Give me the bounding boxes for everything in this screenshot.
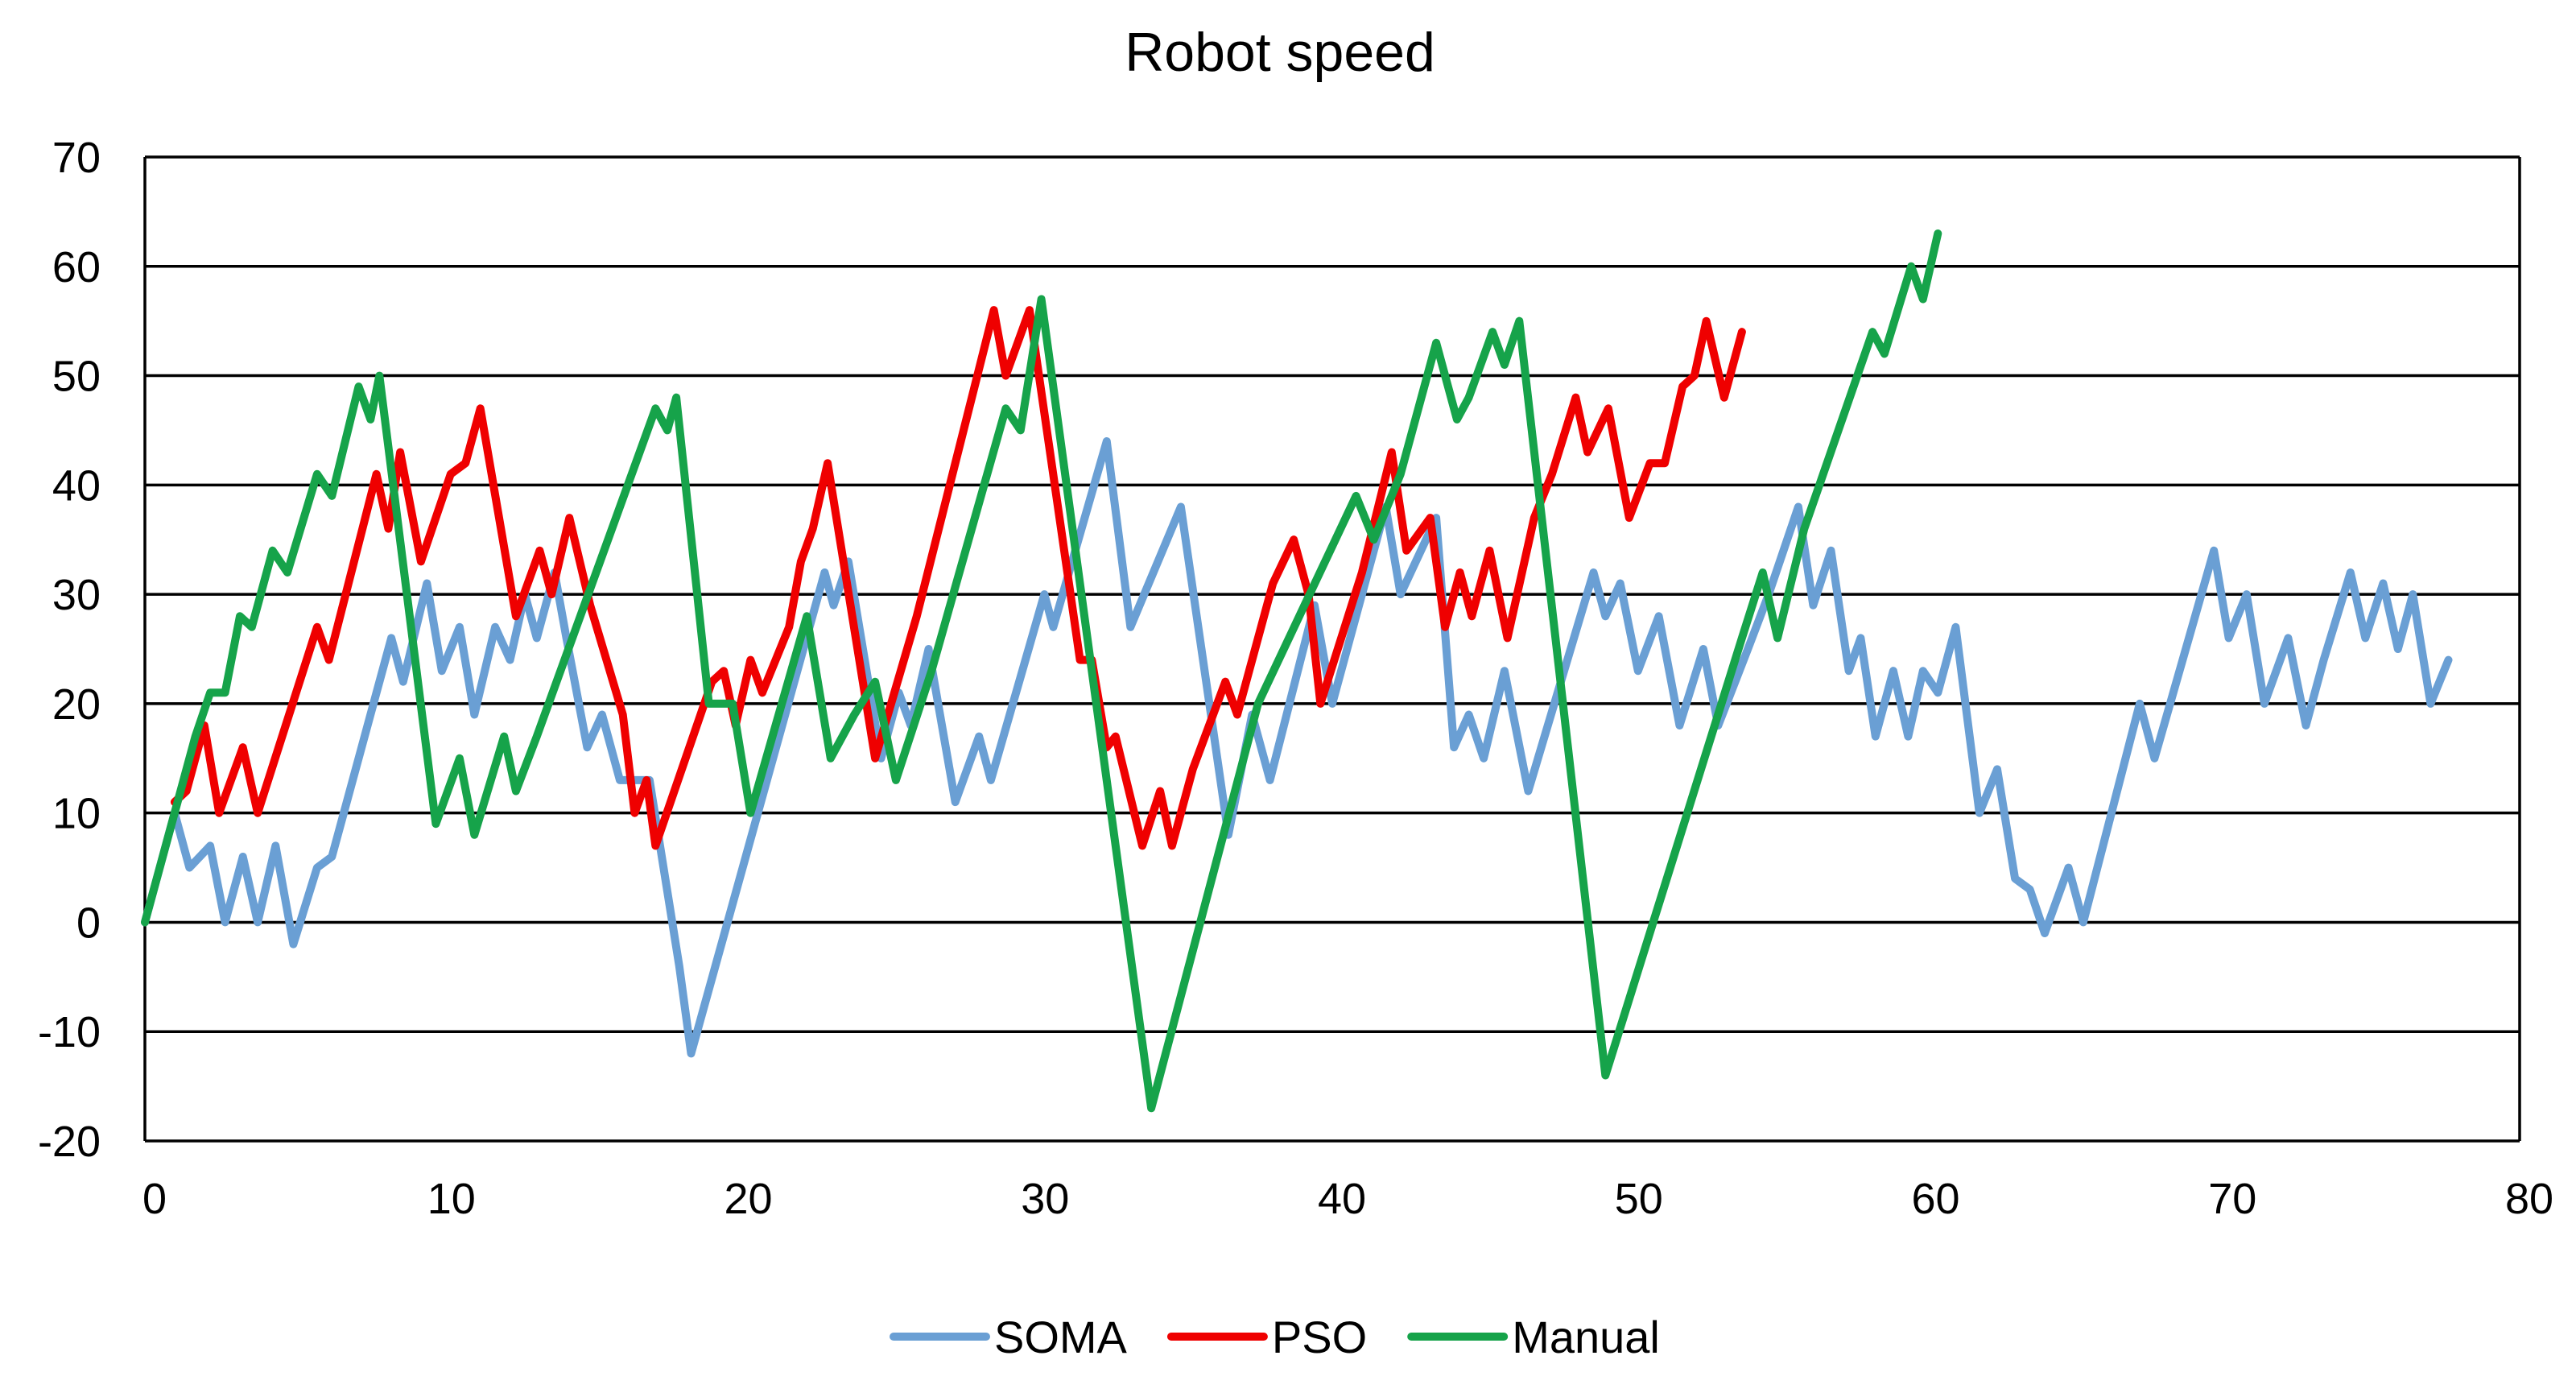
y-tick-label: 60 <box>52 243 101 291</box>
x-tick-label: 20 <box>724 1175 772 1223</box>
y-tick-label: 40 <box>52 461 101 510</box>
y-tick-label: -20 <box>38 1118 101 1166</box>
chart-title: Robot speed <box>1125 22 1435 83</box>
x-tick-label: 10 <box>427 1175 476 1223</box>
series-line-pso <box>170 306 1746 850</box>
x-tick-label: 40 <box>1318 1175 1366 1223</box>
series-line-manual <box>141 229 1942 1113</box>
y-tick-label: 0 <box>76 899 101 947</box>
legend-label-manual: Manual <box>1512 1312 1660 1362</box>
series-line-soma <box>141 437 2453 1058</box>
legend-label-pso: PSO <box>1272 1312 1367 1362</box>
legend: SOMA PSO Manual <box>890 1312 1660 1362</box>
legend-label-soma: SOMA <box>994 1312 1128 1362</box>
y-tick-label: 50 <box>52 353 101 401</box>
x-axis-tick-labels: 0 10 20 30 40 50 60 70 80 <box>142 1175 2553 1223</box>
x-tick-label: 70 <box>2208 1175 2256 1223</box>
series-lines <box>141 229 2453 1113</box>
y-tick-label: 70 <box>52 134 101 182</box>
x-tick-label: 30 <box>1021 1175 1069 1223</box>
x-tick-label: 0 <box>142 1175 167 1223</box>
y-tick-label: 30 <box>52 571 101 619</box>
y-axis-tick-labels: -20 -10 0 10 20 30 40 50 60 70 <box>38 134 101 1166</box>
x-tick-label: 80 <box>2505 1175 2553 1223</box>
y-tick-label: 10 <box>52 790 101 838</box>
y-tick-label: -10 <box>38 1008 101 1056</box>
y-tick-label: 20 <box>52 680 101 729</box>
x-tick-label: 50 <box>1615 1175 1663 1223</box>
x-tick-label: 60 <box>1911 1175 1959 1223</box>
